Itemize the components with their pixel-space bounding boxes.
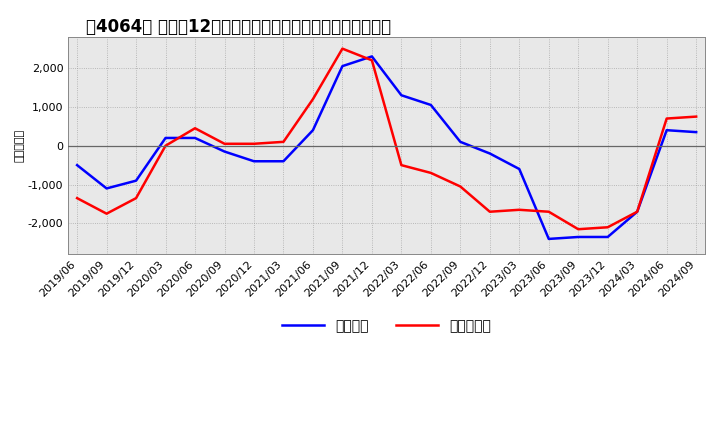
当期純利益 [603,225,612,230]
当期純利益 [279,139,288,144]
経常利益 [279,158,288,164]
経常利益 [485,151,494,156]
当期純利益 [397,162,405,168]
経常利益 [102,186,111,191]
経常利益 [132,178,140,183]
Line: 当期純利益: 当期純利益 [77,49,696,229]
経常利益 [309,128,318,133]
当期純利益 [338,46,347,51]
経常利益 [368,54,377,59]
当期純利益 [633,209,642,214]
Text: ［4064］ 利益の12か月移動合計の対前年同期増減額の推移: ［4064］ 利益の12か月移動合計の対前年同期増減額の推移 [86,18,392,36]
当期純利益 [161,143,170,148]
当期純利益 [132,195,140,201]
経常利益 [161,136,170,141]
当期純利益 [485,209,494,214]
当期純利益 [662,116,671,121]
経常利益 [220,149,229,154]
当期純利益 [73,195,81,201]
当期純利益 [692,114,701,119]
経常利益 [692,129,701,135]
経常利益 [250,158,258,164]
経常利益 [456,139,464,144]
経常利益 [426,103,435,108]
経常利益 [73,162,81,168]
Legend: 経常利益, 当期純利益: 経常利益, 当期純利益 [276,314,497,339]
経常利益 [515,166,523,172]
当期純利益 [250,141,258,147]
経常利益 [633,209,642,214]
当期純利益 [102,211,111,216]
当期純利益 [368,58,377,63]
経常利益 [397,92,405,98]
経常利益 [603,235,612,240]
経常利益 [574,235,582,240]
経常利益 [544,236,553,242]
当期純利益 [220,141,229,147]
経常利益 [338,63,347,69]
Y-axis label: （百万円）: （百万円） [15,129,25,162]
Line: 経常利益: 経常利益 [77,56,696,239]
経常利益 [662,128,671,133]
当期純利益 [544,209,553,214]
当期純利益 [515,207,523,213]
当期純利益 [456,184,464,189]
当期純利益 [191,125,199,131]
経常利益 [191,136,199,141]
当期純利益 [309,96,318,102]
当期純利益 [426,170,435,176]
当期純利益 [574,227,582,232]
